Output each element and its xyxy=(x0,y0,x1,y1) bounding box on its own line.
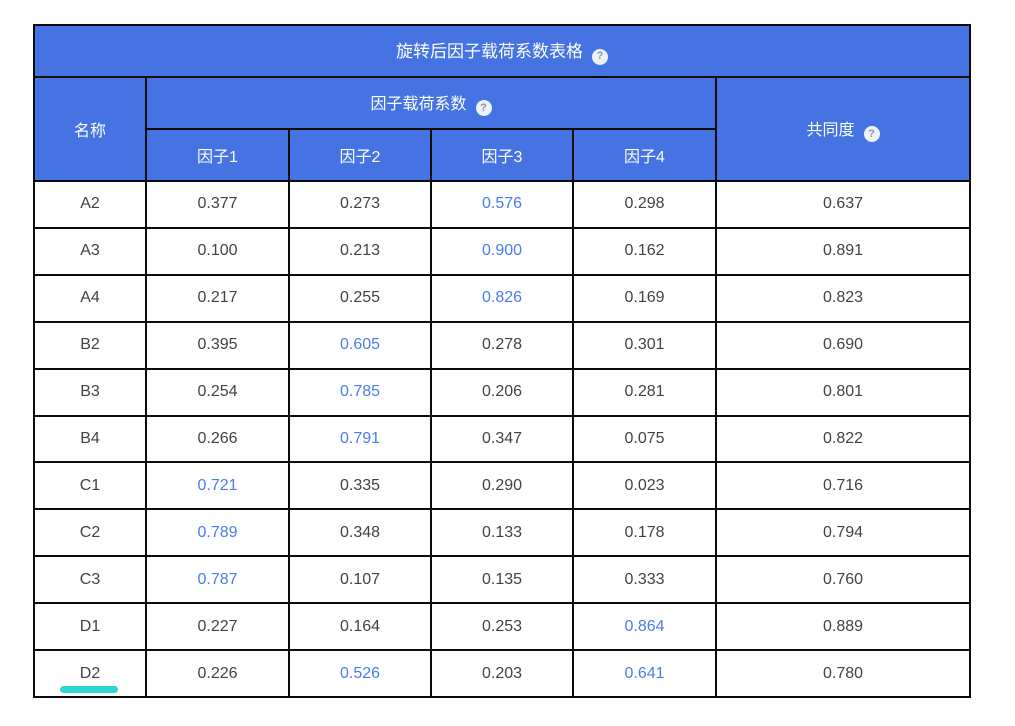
communality-value-cell: 0.801 xyxy=(714,367,972,417)
table-row: B3 0.254 0.785 0.206 0.281 0.801 xyxy=(33,367,972,417)
factor-value-cell: 0.100 xyxy=(145,226,290,276)
factor-value-cell: 0.301 xyxy=(572,320,717,370)
header-factor-row: 因子1 因子2 因子3 因子4 xyxy=(34,128,970,182)
factor-value-cell: 0.213 xyxy=(288,226,432,276)
title-help-icon[interactable]: ? xyxy=(592,48,609,65)
col-header-factor2: 因子2 xyxy=(288,128,432,182)
communality-value-cell: 0.823 xyxy=(714,273,972,323)
communality-label: 共同度 xyxy=(806,121,855,139)
factor-value-cell: 0.333 xyxy=(572,555,717,605)
factor-value-cell: 0.789 xyxy=(145,508,290,558)
table-row: D1 0.227 0.164 0.253 0.864 0.889 xyxy=(33,602,972,652)
table-row: C3 0.787 0.107 0.135 0.333 0.760 xyxy=(33,555,972,605)
factor-group-help-icon[interactable]: ? xyxy=(475,100,492,117)
factor-value-cell: 0.526 xyxy=(288,649,432,698)
factor-value-cell: 0.164 xyxy=(288,602,432,652)
factor-value-cell: 0.075 xyxy=(572,414,717,464)
table-row: C1 0.721 0.335 0.290 0.023 0.716 xyxy=(33,461,972,511)
communality-value-cell: 0.822 xyxy=(714,414,972,464)
row-name-cell: A4 xyxy=(33,273,147,323)
col-header-name: 名称 xyxy=(33,76,147,182)
table-row: D2 0.226 0.526 0.203 0.641 0.780 xyxy=(33,649,972,698)
factor-value-cell: 0.348 xyxy=(288,508,432,558)
factor-value-cell: 0.227 xyxy=(145,602,290,652)
factor-value-cell: 0.864 xyxy=(572,602,717,652)
communality-help-icon[interactable]: ? xyxy=(863,126,880,143)
factor-value-cell: 0.206 xyxy=(430,367,574,417)
factor-value-cell: 0.641 xyxy=(572,649,717,698)
communality-value-cell: 0.891 xyxy=(714,226,972,276)
communality-value-cell: 0.637 xyxy=(714,180,972,229)
table-title-cell: 旋转后因子载荷系数表格? xyxy=(32,24,972,78)
factor-value-cell: 0.826 xyxy=(430,273,574,323)
factor-value-cell: 0.162 xyxy=(572,226,717,276)
factor-value-cell: 0.721 xyxy=(145,461,290,511)
factor-value-cell: 0.023 xyxy=(572,461,717,511)
factor-value-cell: 0.278 xyxy=(430,320,574,370)
table-body: A2 0.377 0.273 0.576 0.298 0.637 A3 0.100 0.213 0… xyxy=(33,180,972,698)
factor-value-cell: 0.787 xyxy=(145,555,290,605)
factor-value-cell: 0.226 xyxy=(145,649,290,698)
table-title-row: 旋转后因子载荷系数表格? xyxy=(32,24,972,78)
factor-value-cell: 0.347 xyxy=(430,414,574,464)
communality-value-cell: 0.716 xyxy=(714,461,972,511)
factor-value-cell: 0.335 xyxy=(288,461,432,511)
factor-loading-table: 旋转后因子载荷系数表格? 名称 因子载荷系数? 共同度? 因子1 因子2 因子3… xyxy=(32,24,972,698)
row-name-cell: D1 xyxy=(33,602,147,652)
factor-value-cell: 0.791 xyxy=(288,414,432,464)
factor-value-cell: 0.576 xyxy=(430,180,574,229)
table-title: 旋转后因子载荷系数表格 xyxy=(396,42,584,62)
row-name-cell: B3 xyxy=(33,367,147,417)
header-group-row: 名称 因子载荷系数? 共同度? xyxy=(33,76,972,182)
factor-value-cell: 0.217 xyxy=(145,273,290,323)
col-header-communality: 共同度? xyxy=(714,76,972,182)
factor-value-cell: 0.785 xyxy=(288,367,432,417)
factor-value-cell: 0.255 xyxy=(288,273,432,323)
factor-value-cell: 0.169 xyxy=(572,273,717,323)
factor-value-cell: 0.107 xyxy=(288,555,432,605)
col-header-factor3: 因子3 xyxy=(430,128,574,182)
factor-value-cell: 0.133 xyxy=(430,508,574,558)
factor-value-cell: 0.266 xyxy=(145,414,290,464)
table-row: A2 0.377 0.273 0.576 0.298 0.637 xyxy=(33,180,972,229)
row-name-cell: C1 xyxy=(33,461,147,511)
table-row: B2 0.395 0.605 0.278 0.301 0.690 xyxy=(33,320,972,370)
col-header-factor4: 因子4 xyxy=(572,128,717,182)
factor-value-cell: 0.273 xyxy=(288,180,432,229)
row-name-cell: C3 xyxy=(33,555,147,605)
table-row: A3 0.100 0.213 0.900 0.162 0.891 xyxy=(33,226,972,276)
factor-value-cell: 0.135 xyxy=(430,555,574,605)
communality-value-cell: 0.760 xyxy=(714,555,972,605)
row-name-cell: C2 xyxy=(33,508,147,558)
communality-value-cell: 0.889 xyxy=(714,602,972,652)
communality-value-cell: 0.780 xyxy=(714,649,972,698)
factor-value-cell: 0.203 xyxy=(430,649,574,698)
communality-value-cell: 0.690 xyxy=(714,320,972,370)
table-row: B4 0.266 0.791 0.347 0.075 0.822 xyxy=(33,414,972,464)
row-name-cell: B4 xyxy=(33,414,147,464)
factor-value-cell: 0.298 xyxy=(572,180,717,229)
factor-value-cell: 0.377 xyxy=(145,180,290,229)
factor-value-cell: 0.290 xyxy=(430,461,574,511)
table-row: C2 0.789 0.348 0.133 0.178 0.794 xyxy=(33,508,972,558)
factor-value-cell: 0.281 xyxy=(572,367,717,417)
communality-value-cell: 0.794 xyxy=(714,508,972,558)
factor-value-cell: 0.395 xyxy=(145,320,290,370)
factor-value-cell: 0.253 xyxy=(430,602,574,652)
factor-value-cell: 0.178 xyxy=(572,508,717,558)
factor-value-cell: 0.900 xyxy=(430,226,574,276)
row-name-cell: A2 xyxy=(33,180,147,229)
factor-value-cell: 0.605 xyxy=(288,320,432,370)
d2-underline-marker xyxy=(60,686,118,693)
factor-group-label: 因子载荷系数 xyxy=(370,95,467,113)
factor-value-cell: 0.254 xyxy=(145,367,290,417)
row-name-cell: B2 xyxy=(33,320,147,370)
table-row: A4 0.217 0.255 0.826 0.169 0.823 xyxy=(33,273,972,323)
col-header-factor-group: 因子载荷系数? xyxy=(145,76,717,130)
row-name-cell: A3 xyxy=(33,226,147,276)
col-header-factor1: 因子1 xyxy=(145,128,290,182)
